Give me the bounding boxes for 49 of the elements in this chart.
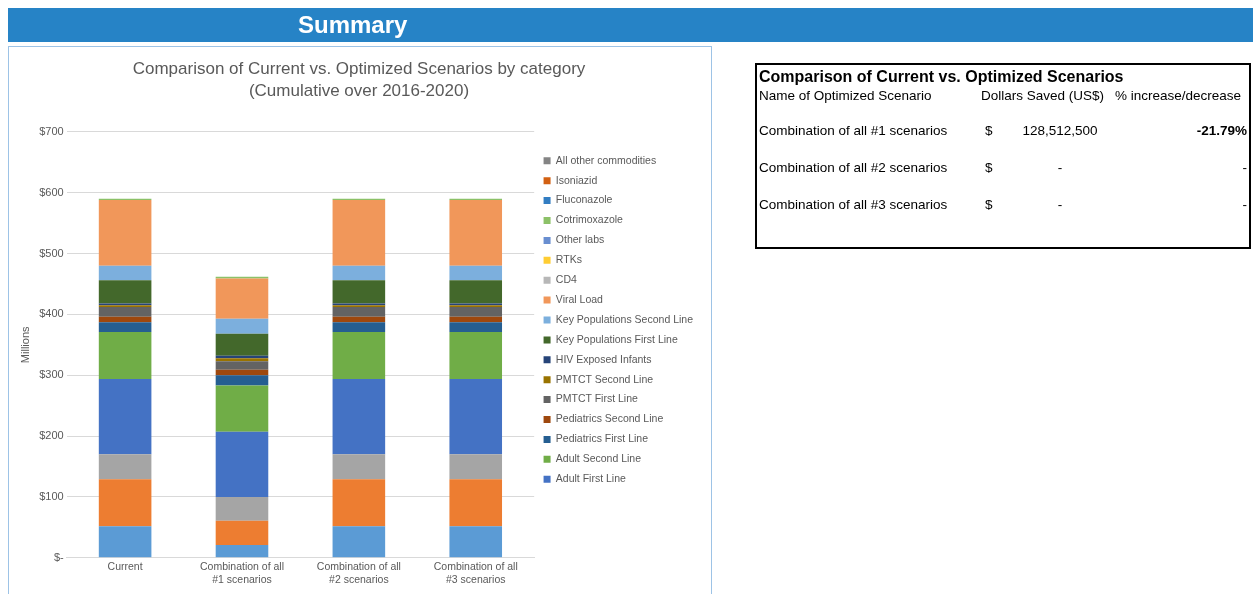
legend-label: Pediatrics First Line	[555, 432, 649, 445]
y-tick-label: $500	[39, 246, 64, 259]
y-tick-label: $400	[39, 307, 64, 320]
legend-label: All other commodities	[555, 153, 657, 166]
text: -	[1056, 197, 1064, 212]
y-tick-label: $600	[39, 185, 64, 198]
legend-label: Adult First Line	[555, 472, 627, 485]
text: Comparison of Current vs. Optimized Scenarios	[759, 68, 1125, 86]
text: Combination of all #3 scenarios	[759, 197, 949, 212]
legend-label: Key Populations First Line	[555, 332, 678, 345]
text: Combination of all #1 scenarios	[759, 123, 949, 138]
legend-label: Adult Second Line	[555, 452, 642, 465]
legend-label: PMTCT Second Line	[555, 372, 654, 385]
y-tick-label: $700	[39, 124, 64, 137]
chart-subtitle: (Cumulative over 2016-2020)	[248, 81, 470, 101]
text: 128,512,500	[1021, 123, 1099, 138]
text: -	[1241, 160, 1247, 175]
text: $	[985, 160, 994, 175]
legend-label: Cotrimoxazole	[555, 213, 624, 226]
legend-label: Viral Load	[555, 292, 604, 305]
text: -	[1241, 197, 1247, 212]
text: -	[1056, 160, 1064, 175]
text: -21.79%	[1195, 123, 1247, 138]
text: % increase/decrease	[1115, 88, 1243, 103]
y-tick-label: $200	[39, 429, 64, 442]
x-tick-label: Current	[107, 559, 143, 572]
legend-label: CD4	[555, 273, 577, 286]
chart-title: Comparison of Current vs. Optimized Scenarios by category	[132, 58, 586, 78]
y-tick-label: $300	[39, 368, 64, 381]
text: Summary	[8, 8, 1253, 42]
text: $	[985, 197, 994, 212]
x-tick-label: Combination of all #2 scenarios	[316, 559, 401, 585]
text: $	[985, 123, 994, 138]
legend-label: Key Populations Second Line	[555, 312, 694, 325]
legend-label: HIV Exposed Infants	[555, 352, 652, 365]
text: Name of Optimized Scenario	[759, 88, 933, 103]
legend-label: Other labs	[555, 233, 605, 246]
legend-label: Fluconazole	[555, 193, 613, 206]
x-tick-label: Combination of all #1 scenarios	[199, 559, 285, 585]
text: Dollars Saved (US$)	[981, 88, 1106, 103]
legend-label: Pediatrics Second Line	[555, 412, 664, 425]
text: Combination of all #2 scenarios	[759, 160, 949, 175]
y-axis-title: Millions	[18, 325, 31, 364]
y-tick-label: $100	[39, 489, 64, 502]
y-tick-label: $-	[53, 550, 65, 563]
x-tick-label: Combination of all #3 scenarios	[433, 559, 518, 585]
legend-label: Isoniazid	[555, 173, 598, 186]
legend-label: PMTCT First Line	[555, 392, 639, 405]
legend-label: RTKs	[555, 253, 582, 266]
